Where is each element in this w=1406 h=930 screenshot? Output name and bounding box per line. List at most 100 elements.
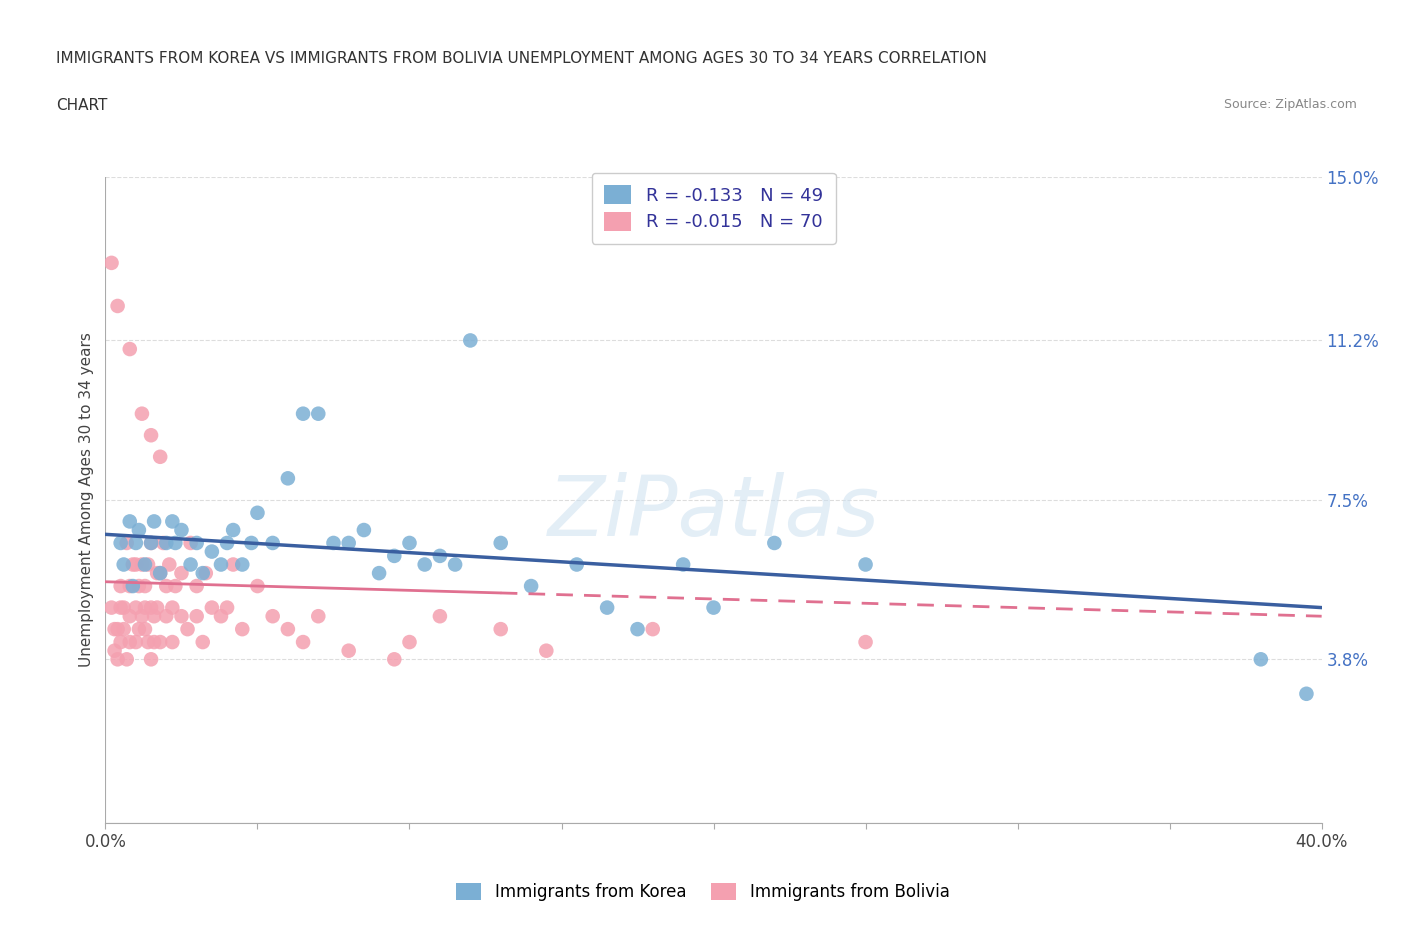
Point bbox=[262, 609, 284, 624]
Point bbox=[146, 565, 169, 580]
Point bbox=[231, 622, 253, 637]
Point bbox=[672, 557, 695, 572]
Point bbox=[368, 565, 391, 580]
Point bbox=[1295, 686, 1317, 701]
Point bbox=[143, 634, 166, 649]
Point bbox=[246, 505, 269, 520]
Text: CHART: CHART bbox=[56, 98, 108, 113]
Point bbox=[458, 333, 481, 348]
Point bbox=[162, 600, 184, 615]
Point bbox=[191, 565, 214, 580]
Point bbox=[112, 557, 135, 572]
Point bbox=[641, 622, 664, 637]
Point bbox=[292, 634, 315, 649]
Point bbox=[115, 652, 138, 667]
Point bbox=[110, 578, 132, 593]
Point bbox=[157, 557, 180, 572]
Point bbox=[763, 536, 786, 551]
Point bbox=[146, 600, 169, 615]
Point bbox=[100, 256, 122, 271]
Point bbox=[110, 600, 132, 615]
Text: Source: ZipAtlas.com: Source: ZipAtlas.com bbox=[1223, 98, 1357, 111]
Point bbox=[626, 622, 648, 637]
Y-axis label: Unemployment Among Ages 30 to 34 years: Unemployment Among Ages 30 to 34 years bbox=[79, 332, 94, 668]
Point bbox=[110, 536, 132, 551]
Point bbox=[277, 471, 299, 485]
Point bbox=[107, 622, 129, 637]
Point bbox=[139, 600, 162, 615]
Point bbox=[155, 578, 177, 593]
Point bbox=[413, 557, 436, 572]
Point bbox=[382, 652, 405, 667]
Point bbox=[217, 600, 239, 615]
Point bbox=[149, 565, 172, 580]
Point bbox=[110, 634, 132, 649]
Point bbox=[337, 644, 360, 658]
Point bbox=[194, 565, 217, 580]
Point bbox=[118, 514, 141, 529]
Point bbox=[429, 549, 451, 564]
Point bbox=[382, 549, 405, 564]
Point bbox=[134, 622, 156, 637]
Point bbox=[165, 578, 187, 593]
Point bbox=[125, 536, 148, 551]
Text: IMMIGRANTS FROM KOREA VS IMMIGRANTS FROM BOLIVIA UNEMPLOYMENT AMONG AGES 30 TO 3: IMMIGRANTS FROM KOREA VS IMMIGRANTS FROM… bbox=[56, 51, 987, 66]
Point bbox=[162, 514, 184, 529]
Point bbox=[702, 600, 725, 615]
Point bbox=[176, 622, 198, 637]
Point bbox=[125, 634, 148, 649]
Point bbox=[170, 565, 193, 580]
Point bbox=[855, 557, 877, 572]
Point bbox=[201, 600, 224, 615]
Point bbox=[398, 634, 420, 649]
Point bbox=[489, 622, 512, 637]
Point bbox=[139, 652, 162, 667]
Point bbox=[240, 536, 263, 551]
Point bbox=[155, 609, 177, 624]
Point bbox=[217, 536, 239, 551]
Point bbox=[121, 557, 143, 572]
Point bbox=[536, 644, 558, 658]
Point bbox=[186, 609, 208, 624]
Point bbox=[131, 406, 153, 421]
Point bbox=[322, 536, 344, 551]
Point bbox=[103, 644, 125, 658]
Point bbox=[201, 544, 224, 559]
Point bbox=[131, 557, 153, 572]
Point bbox=[103, 622, 125, 637]
Point bbox=[112, 622, 135, 637]
Point bbox=[162, 634, 184, 649]
Point bbox=[246, 578, 269, 593]
Point bbox=[149, 449, 172, 464]
Point bbox=[180, 536, 202, 551]
Point bbox=[191, 634, 214, 649]
Point bbox=[444, 557, 467, 572]
Point bbox=[118, 341, 141, 356]
Point bbox=[209, 609, 232, 624]
Point bbox=[118, 578, 141, 593]
Point bbox=[128, 523, 150, 538]
Point bbox=[429, 609, 451, 624]
Point bbox=[152, 536, 174, 551]
Point bbox=[115, 536, 138, 551]
Point bbox=[186, 536, 208, 551]
Point bbox=[489, 536, 512, 551]
Point bbox=[149, 634, 172, 649]
Point bbox=[134, 578, 156, 593]
Point bbox=[143, 609, 166, 624]
Point bbox=[292, 406, 315, 421]
Point bbox=[125, 600, 148, 615]
Legend: R = -0.133   N = 49, R = -0.015   N = 70: R = -0.133 N = 49, R = -0.015 N = 70 bbox=[592, 173, 835, 244]
Point bbox=[596, 600, 619, 615]
Point bbox=[128, 622, 150, 637]
Point bbox=[112, 600, 135, 615]
Point bbox=[170, 523, 193, 538]
Point bbox=[128, 578, 150, 593]
Point bbox=[565, 557, 588, 572]
Text: ZiPatlas: ZiPatlas bbox=[547, 472, 880, 553]
Point bbox=[134, 600, 156, 615]
Point bbox=[337, 536, 360, 551]
Point bbox=[155, 536, 177, 551]
Point bbox=[165, 536, 187, 551]
Point bbox=[231, 557, 253, 572]
